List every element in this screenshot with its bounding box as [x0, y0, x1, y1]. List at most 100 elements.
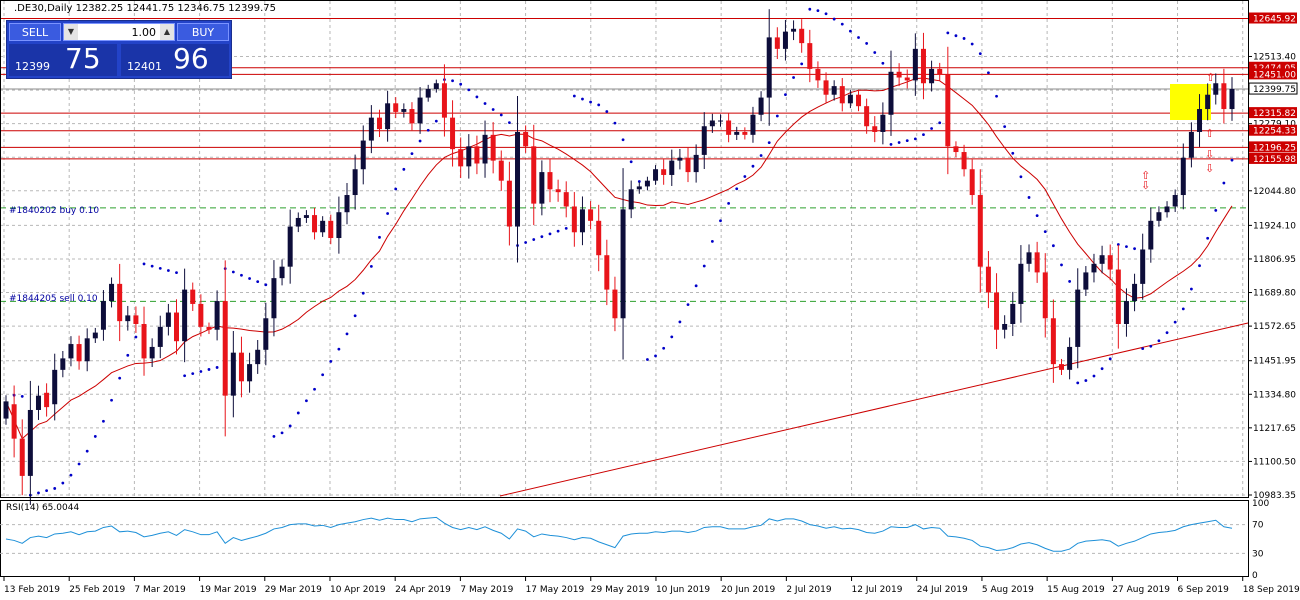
candle[interactable] — [271, 260, 277, 337]
buy-quote[interactable]: 12401 96 — [121, 42, 229, 76]
candle[interactable] — [11, 385, 17, 458]
candle[interactable] — [539, 160, 545, 216]
candle[interactable] — [450, 100, 456, 167]
candle[interactable] — [1123, 288, 1129, 337]
candle[interactable] — [920, 32, 926, 100]
candle[interactable] — [766, 9, 772, 126]
candle[interactable] — [214, 290, 220, 341]
candle[interactable] — [904, 69, 910, 89]
lot-size-field[interactable]: ▼ ▲ — [63, 23, 175, 41]
candle[interactable] — [458, 137, 464, 179]
candle[interactable] — [1115, 244, 1121, 349]
candle[interactable] — [1132, 273, 1138, 312]
candle[interactable] — [198, 294, 204, 337]
candle[interactable] — [19, 419, 25, 496]
candle[interactable] — [685, 147, 691, 183]
candle[interactable] — [896, 63, 902, 87]
candle[interactable] — [726, 113, 732, 143]
candle[interactable] — [937, 62, 943, 81]
candle[interactable] — [717, 114, 723, 127]
candle[interactable] — [490, 122, 496, 174]
candle[interactable] — [734, 126, 740, 140]
candle[interactable] — [693, 144, 699, 183]
candle[interactable] — [864, 98, 870, 134]
candle[interactable] — [815, 61, 821, 88]
candle[interactable] — [393, 97, 399, 119]
candle[interactable] — [1018, 245, 1024, 323]
candle[interactable] — [100, 290, 106, 341]
candle[interactable] — [823, 72, 829, 103]
candle[interactable] — [961, 144, 967, 177]
candle[interactable] — [1197, 94, 1203, 147]
candle[interactable] — [994, 273, 1000, 349]
candle[interactable] — [52, 353, 58, 421]
candle[interactable] — [888, 50, 894, 136]
candle[interactable] — [409, 102, 415, 131]
candle[interactable] — [474, 135, 480, 175]
candle[interactable] — [27, 380, 33, 505]
candle[interactable] — [425, 84, 431, 102]
candle[interactable] — [44, 383, 50, 417]
candle[interactable] — [953, 141, 959, 158]
candle[interactable] — [912, 33, 918, 96]
candle[interactable] — [1099, 245, 1105, 274]
candle[interactable] — [141, 306, 147, 376]
candle[interactable] — [604, 239, 610, 306]
candle[interactable] — [498, 150, 504, 191]
candle[interactable] — [669, 149, 675, 186]
candle[interactable] — [758, 91, 764, 122]
candle[interactable] — [76, 335, 82, 370]
candle[interactable] — [117, 263, 123, 342]
one-click-trading-panel[interactable]: SELL ▼ ▲ BUY 12399 75 12401 96 — [6, 20, 232, 79]
candle[interactable] — [466, 134, 472, 179]
candle[interactable] — [68, 336, 74, 367]
candle[interactable] — [190, 282, 196, 311]
candle[interactable] — [84, 328, 90, 372]
candle[interactable] — [596, 204, 602, 272]
candle[interactable] — [165, 303, 171, 336]
candle[interactable] — [1034, 241, 1040, 283]
candle[interactable] — [636, 181, 642, 194]
candle[interactable] — [1067, 337, 1073, 380]
candle[interactable] — [360, 125, 366, 185]
lot-decrease-icon[interactable]: ▼ — [64, 24, 78, 40]
candle[interactable] — [182, 268, 188, 363]
candle[interactable] — [985, 251, 991, 309]
candle[interactable] — [612, 276, 618, 332]
candle[interactable] — [977, 169, 983, 293]
candle[interactable] — [620, 168, 626, 360]
candle[interactable] — [125, 305, 131, 331]
candle[interactable] — [401, 103, 407, 118]
candle[interactable] — [661, 159, 667, 185]
candle[interactable] — [385, 90, 391, 142]
candle[interactable] — [376, 109, 382, 138]
candle[interactable] — [831, 80, 837, 101]
candle[interactable] — [774, 27, 780, 60]
candle[interactable] — [1058, 358, 1064, 376]
candle[interactable] — [206, 322, 212, 335]
lot-increase-icon[interactable]: ▲ — [160, 24, 174, 40]
candle[interactable] — [222, 260, 228, 437]
candle[interactable] — [1026, 244, 1032, 272]
candle[interactable] — [1229, 77, 1235, 121]
candle[interactable] — [320, 216, 326, 237]
candle[interactable] — [677, 148, 683, 170]
candle[interactable] — [782, 19, 788, 61]
candle[interactable] — [352, 154, 358, 210]
candle[interactable] — [263, 302, 269, 366]
candle[interactable] — [3, 395, 9, 425]
candle[interactable] — [709, 113, 715, 133]
sell-order-label[interactable]: #1844205 sell 0.10 — [9, 294, 98, 304]
candle[interactable] — [303, 210, 309, 223]
buy-order-label[interactable]: #1840202 buy 0.10 — [9, 206, 100, 216]
candle[interactable] — [174, 299, 180, 355]
candle[interactable] — [1042, 253, 1048, 338]
candle[interactable] — [1156, 206, 1162, 227]
candle[interactable] — [1205, 83, 1211, 121]
candle[interactable] — [109, 277, 115, 308]
candle[interactable] — [312, 207, 318, 240]
candle[interactable] — [880, 102, 886, 145]
candle[interactable] — [1180, 143, 1186, 210]
trend-line[interactable] — [499, 322, 1249, 497]
candle[interactable] — [807, 29, 813, 83]
